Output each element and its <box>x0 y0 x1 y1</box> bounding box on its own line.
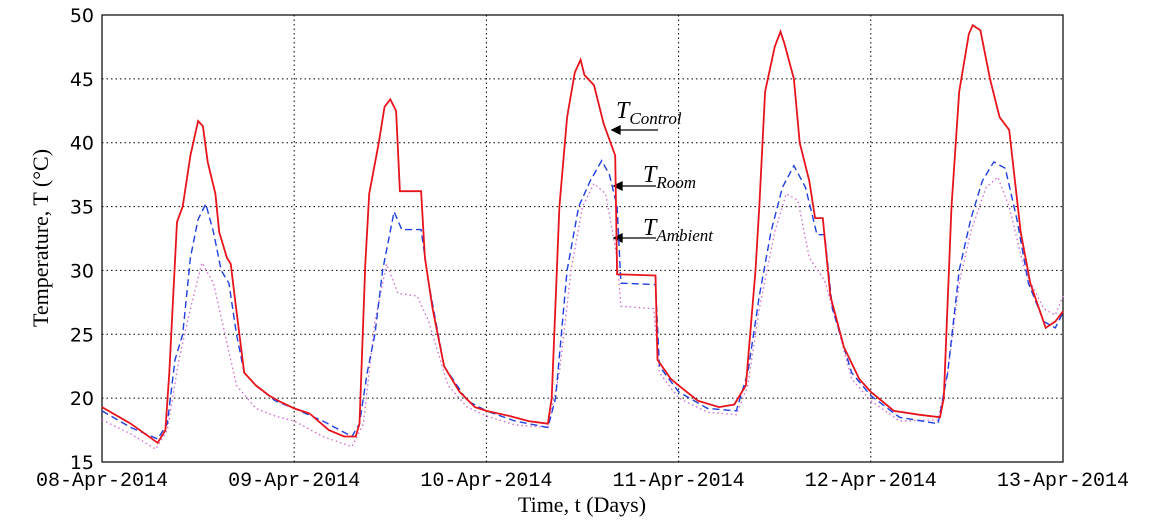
annotation-symbol: T <box>643 162 658 188</box>
arrow-head <box>610 124 621 136</box>
y-tick-label: 30 <box>70 260 94 282</box>
annotation-symbol: T <box>643 215 658 241</box>
x-tick-label: 13-Apr-2014 <box>997 470 1129 493</box>
y-tick-label: 20 <box>70 388 94 410</box>
annotation-arrows <box>610 124 658 244</box>
y-tick-label: 40 <box>70 133 94 155</box>
annotation-subscript: Ambient <box>655 226 714 245</box>
y-tick-label: 35 <box>70 197 94 219</box>
series-line <box>101 23 1064 445</box>
y-tick-label: 15 <box>70 452 94 474</box>
annotation-subscript: Control <box>629 109 682 128</box>
annotation: TControl <box>616 98 682 128</box>
annotation: TAmbient <box>643 215 714 245</box>
y-tick-label: 25 <box>70 324 94 346</box>
series-line <box>101 159 1064 440</box>
annotation-symbol: T <box>616 98 631 124</box>
x-tick-label: 09-Apr-2014 <box>228 470 360 493</box>
y-axis-title: Temperature, T (°C) <box>28 149 53 327</box>
x-tick-label: 10-Apr-2014 <box>420 470 552 493</box>
annotation: TRoom <box>643 162 696 192</box>
y-tick-label: 50 <box>70 5 94 27</box>
arrow-head <box>612 180 623 192</box>
series-line <box>101 176 1064 451</box>
x-axis-title: Time, t (Days) <box>518 492 646 517</box>
y-tick-label: 45 <box>70 69 94 91</box>
x-tick-label: 12-Apr-2014 <box>805 470 937 493</box>
annotation-subscript: Room <box>655 173 696 192</box>
plot-frame <box>101 14 1064 463</box>
x-tick-label: 11-Apr-2014 <box>613 470 745 493</box>
x-tick-label: 08-Apr-2014 <box>36 470 168 493</box>
arrow-head <box>612 232 623 244</box>
